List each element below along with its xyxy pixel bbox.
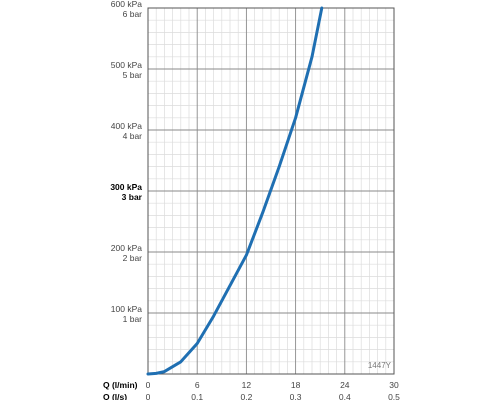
x-axis-title: Q (l/min): [103, 380, 138, 390]
y-tick-label-bar: 5 bar: [123, 70, 143, 80]
y-tick-label-bar: 6 bar: [123, 9, 143, 19]
chart-series: [146, 6, 324, 376]
pressure-flow-curve: [146, 6, 324, 376]
y-tick-label-bar: 3 bar: [122, 192, 143, 202]
y-tick-label-kpa: 300 kPa: [110, 182, 142, 192]
y-tick-label-kpa: 600 kPa: [111, 0, 142, 9]
x-tick-label: 0.3: [290, 392, 302, 400]
x-tick-label: 18: [291, 380, 301, 390]
y-tick-label-kpa: 500 kPa: [111, 60, 142, 70]
x-tick-label: 30: [389, 380, 399, 390]
y-tick-label-kpa: 200 kPa: [111, 243, 142, 253]
y-tick-label-kpa: 100 kPa: [111, 304, 142, 314]
x-tick-label: 0.2: [240, 392, 252, 400]
chart-axes: [147, 7, 395, 375]
y-tick-label-bar: 1 bar: [123, 314, 143, 324]
x-tick-label: 24: [340, 380, 350, 390]
x-tick-label: 0.1: [191, 392, 203, 400]
x-tick-label: 6: [195, 380, 200, 390]
plot-frame: [147, 7, 395, 375]
x-axis-title: Q (l/s): [103, 392, 127, 400]
x-tick-label: 0: [146, 380, 151, 390]
y-tick-label-kpa: 400 kPa: [111, 121, 142, 131]
x-tick-label: 12: [242, 380, 252, 390]
x-tick-label: 0.5: [388, 392, 400, 400]
x-tick-label: 0.4: [339, 392, 351, 400]
y-tick-label-bar: 4 bar: [123, 131, 143, 141]
y-tick-label-bar: 2 bar: [123, 253, 143, 263]
figure-code: 1447Y: [368, 361, 392, 370]
x-tick-label: 0: [146, 392, 151, 400]
